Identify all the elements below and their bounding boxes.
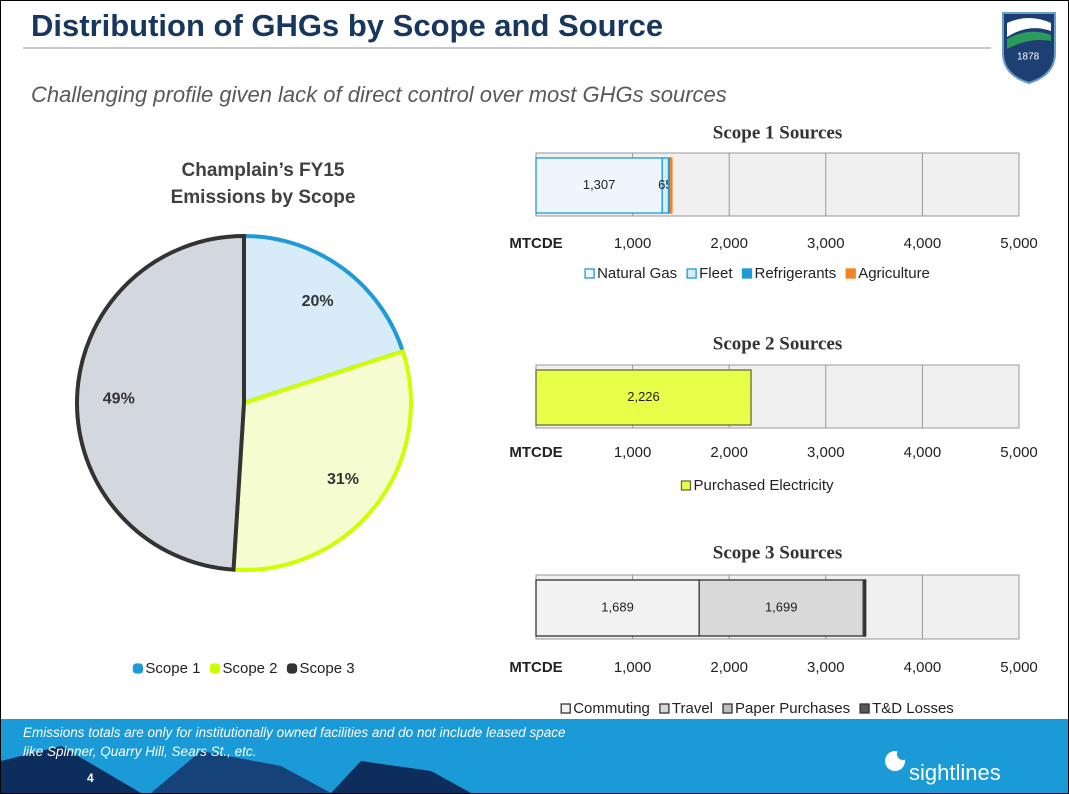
legend-marker [722,703,733,714]
legend-label: Paper Purchases [735,700,850,717]
data-label: 1,699 [765,599,798,614]
legend: Scope 1 Scope 2 Scope 3 [132,660,355,677]
footnote: Emissions totals are only for institutio… [23,725,566,759]
x-tick-label: 5,000 [1000,659,1038,676]
pie-title: Champlain’s FY15 Emissions by Scope [170,160,356,208]
x-tick-label: 1,000 [614,235,652,252]
x-tick-label: 1,000 [614,659,652,676]
x-tick-label: 4,000 [904,235,942,252]
page-number: 4 [87,771,94,785]
data-label: 1,307 [583,177,616,192]
chart-title: Scope 1 Sources [713,122,842,143]
legend-label: Fleet [699,265,733,282]
legend-marker [686,268,697,279]
legend-marker [584,268,595,279]
x-tick-label: 2,000 [710,444,748,461]
legend-marker [680,480,692,491]
legend-marker [560,703,571,714]
pie-slice [242,233,406,406]
legend-label: Travel [672,700,713,717]
legend-marker [286,663,298,674]
x-tick-label: 5,000 [1000,444,1038,461]
x-tick-label: 3,000 [807,235,845,252]
bar-segment [535,369,752,426]
chart-title: Scope 3 Sources [713,542,842,563]
logo-wave [1007,18,1051,37]
footer-shape [1,746,141,793]
legend: Purchased Electricity [680,477,834,494]
x-tick-label: 2,000 [710,235,748,252]
brand-name: sightlines [909,760,1001,785]
slide-title: Distribution of GHGs by Scope and Source [31,8,663,43]
legend-marker [859,703,870,714]
x-tick-label: 1,000 [614,444,652,461]
slide-subtitle: Challenging profile given lack of direct… [31,82,727,107]
legend-marker [741,268,753,279]
pie-slice [231,348,413,572]
legend-marker [845,268,856,279]
bar-segment [535,157,663,214]
bar-segment [864,579,867,637]
bar-segment [535,579,700,637]
legend-label: Natural Gas [597,265,677,282]
legend: Commuting Travel Paper Purchases T&D Losses [560,700,954,717]
brand-logo: sightlines [885,748,1001,785]
x-tick-label: MTCDE [509,444,562,461]
legend-marker [209,663,221,674]
brand-mark [897,748,909,760]
logo-wave [1007,31,1051,49]
pie-slice [75,233,246,572]
legend-label: Scope 1 [145,660,200,677]
bar-segment [698,579,864,637]
legend-label: T&D Losses [872,700,954,717]
x-tick-label: 2,000 [710,659,748,676]
legend-label: Purchased Electricity [693,477,834,494]
legend-label: Scope 2 [222,660,277,677]
footer-shape [151,751,331,793]
pie-label: 49% [103,390,135,407]
x-tick-label: 4,000 [904,444,942,461]
pie-label: 20% [302,293,334,310]
x-tick-label: 3,000 [807,444,845,461]
x-tick-label: 5,000 [1000,235,1038,252]
bar-segment [669,157,673,214]
data-label: 2,226 [627,389,660,404]
legend-label: Refrigerants [755,265,837,282]
x-tick-label: 4,000 [904,659,942,676]
legend-label: Commuting [573,700,650,717]
legend-marker [659,703,670,714]
legend-marker [132,663,144,674]
legend-label: Scope 3 [300,660,355,677]
x-tick-label: MTCDE [509,659,562,676]
legend: Natural Gas Fleet Refrigerants Agriculture [584,265,930,282]
pie-label: 31% [327,471,359,488]
x-tick-label: MTCDE [509,235,562,252]
x-tick-label: 3,000 [807,659,845,676]
logo-year: 1878 [1017,52,1040,63]
legend-label: Agriculture [858,265,930,282]
logo: 1878 [1002,12,1056,85]
data-label: 1,689 [601,599,634,614]
footer-shape [331,761,471,793]
chart-title: Scope 2 Sources [713,333,842,354]
